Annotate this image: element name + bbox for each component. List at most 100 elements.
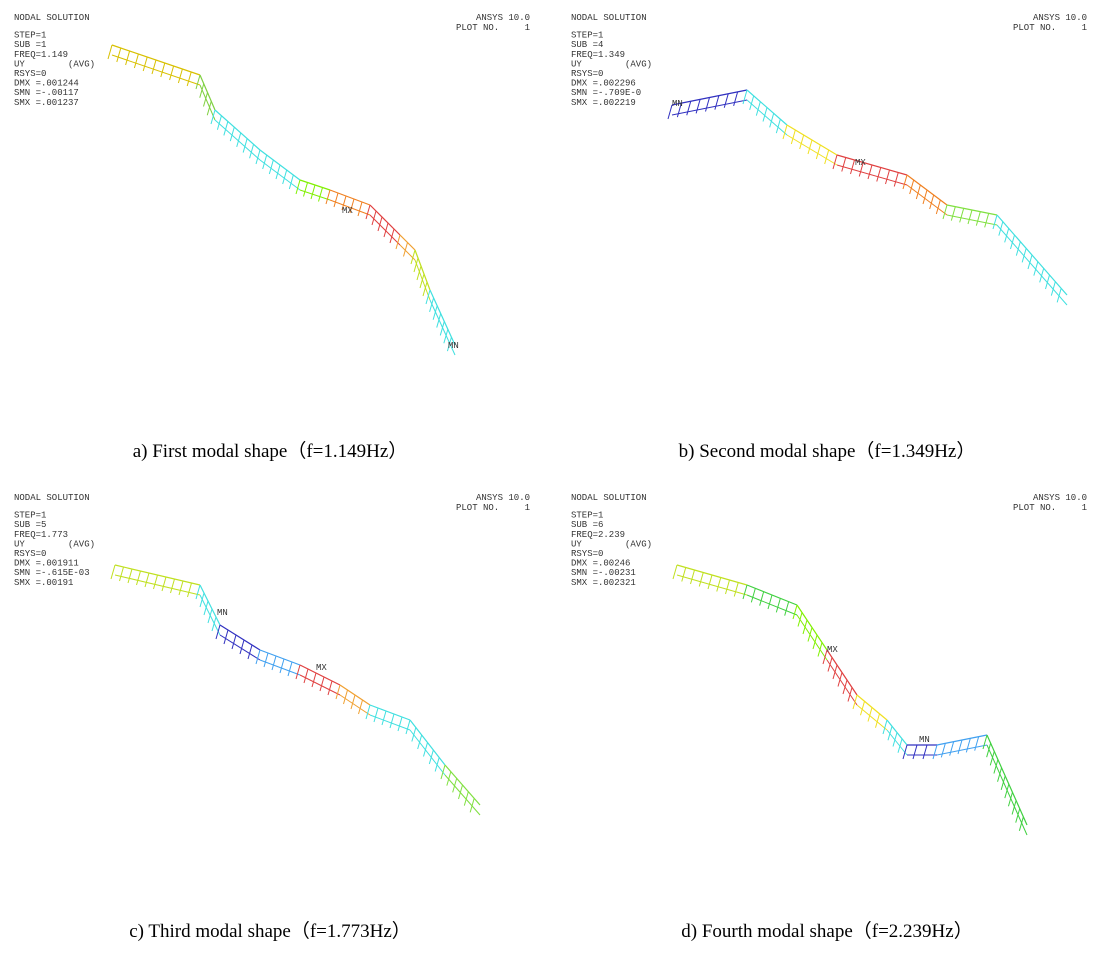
hanger [958, 740, 962, 754]
hanger [126, 51, 130, 65]
mn-label: MN [217, 608, 228, 618]
header-line: SMX =.001237 [14, 98, 79, 108]
hanger [833, 665, 837, 679]
mx-label: MX [827, 645, 838, 655]
header-line: SMX =.00191 [14, 578, 73, 588]
hanger [272, 656, 276, 670]
hanger [868, 165, 872, 179]
hanger [776, 598, 780, 612]
hanger [751, 588, 755, 602]
hanger [933, 745, 937, 759]
version: ANSYS 10.0 [1033, 493, 1087, 503]
hanger [328, 681, 332, 695]
header-line: FREQ=2.239 [571, 530, 625, 540]
hanger [793, 605, 797, 619]
panel: NODAL SOLUTIONSTEP=1SUB =4FREQ=1.349UYRS… [571, 13, 1087, 462]
hanger [798, 613, 802, 627]
plot-number: 1 [525, 503, 530, 513]
header-line: SMN =-.709E-0 [571, 88, 641, 98]
hanger [818, 643, 822, 657]
hanger [280, 659, 284, 673]
hanger [968, 210, 972, 224]
avg-label: (AVG) [68, 59, 95, 69]
hanger [894, 173, 898, 187]
header-line: FREQ=1.773 [14, 530, 68, 540]
hanger [188, 583, 192, 597]
caption: d) Fourth modal shape（f=2.239Hz） [681, 920, 972, 942]
hanger [696, 99, 700, 113]
header-line: UY [571, 59, 582, 69]
hanger [976, 212, 980, 226]
deck-chord [215, 120, 260, 160]
header-line: SUB =6 [571, 520, 603, 530]
deck-chord [200, 585, 220, 625]
hanger [319, 188, 323, 202]
hanger [429, 750, 433, 764]
figure: NODAL SOLUTIONSTEP=1SUB =1FREQ=1.149UYRS… [0, 0, 1114, 962]
hanger [706, 98, 710, 112]
header-line: NODAL SOLUTION [571, 13, 647, 23]
hanger [743, 585, 747, 599]
hanger [187, 72, 191, 86]
hanger [288, 662, 292, 676]
plot-number: 1 [525, 23, 530, 33]
hanger [724, 94, 728, 108]
header-line: SUB =5 [14, 520, 46, 530]
hanger [734, 583, 738, 597]
header-line: UY [571, 539, 582, 549]
hanger [326, 190, 330, 204]
header-line: STEP=1 [14, 511, 46, 521]
hanger [224, 630, 228, 644]
hanger [1022, 248, 1026, 262]
header-line: SMN =-.00117 [14, 88, 79, 98]
version: ANSYS 10.0 [476, 493, 530, 503]
header-line: NODAL SOLUTION [14, 13, 90, 23]
plot-label: PLOT NO. [456, 23, 499, 33]
hanger [838, 673, 842, 687]
hanger [960, 208, 964, 222]
mx-label: MX [342, 206, 353, 216]
hanger [993, 215, 997, 229]
hanger [833, 155, 837, 169]
hanger [923, 745, 927, 759]
deck-chord [827, 660, 857, 705]
hanger [687, 101, 691, 115]
caption: b) Second modal shape（f=1.349Hz） [679, 440, 976, 462]
hanger [453, 778, 457, 792]
hanger [785, 602, 789, 616]
hanger [406, 720, 410, 734]
hanger [699, 573, 703, 587]
hanger [344, 690, 348, 704]
avg-label: (AVG) [625, 59, 652, 69]
hanger [304, 183, 308, 197]
hanger [374, 708, 378, 722]
hanger [848, 688, 852, 702]
hanger [983, 735, 987, 749]
header-line: SMX =.002321 [571, 578, 636, 588]
mn-label: MN [672, 99, 683, 109]
version: ANSYS 10.0 [1033, 13, 1087, 23]
caption: c) Third modal shape（f=1.773Hz） [129, 920, 411, 942]
hanger [336, 685, 340, 699]
panel: NODAL SOLUTIONSTEP=1SUB =5FREQ=1.773UYRS… [14, 493, 530, 942]
hanger [808, 140, 812, 154]
hanger [828, 658, 832, 672]
hanger [708, 575, 712, 589]
hanger [800, 135, 804, 149]
hanger [117, 48, 121, 62]
deck-chord [837, 165, 907, 185]
header-line: STEP=1 [14, 31, 46, 41]
hanger [886, 170, 890, 184]
header-line: UY [14, 59, 25, 69]
header-line: STEP=1 [571, 511, 603, 521]
hanger [441, 765, 445, 779]
header-line: SMN =-.00231 [571, 568, 636, 578]
hanger [1005, 228, 1009, 242]
header-line: RSYS=0 [14, 69, 46, 79]
hanger [816, 145, 820, 159]
hanger [137, 571, 141, 585]
hanger [111, 565, 115, 579]
caption: a) First modal shape（f=1.149Hz） [133, 440, 408, 462]
hanger [162, 577, 166, 591]
hanger [999, 222, 1003, 236]
